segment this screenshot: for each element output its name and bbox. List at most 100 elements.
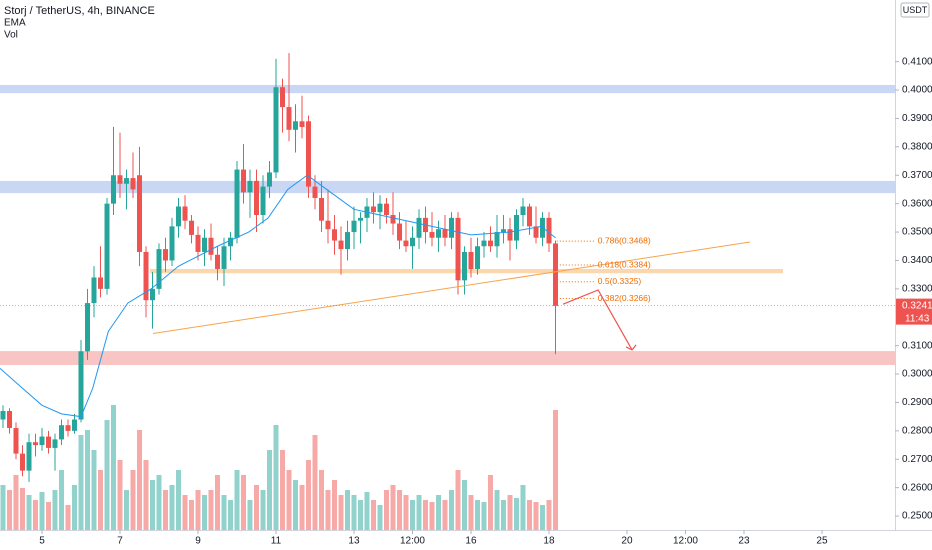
candle-body: [32, 442, 38, 446]
volume-bar: [195, 490, 201, 530]
volume-bar: [241, 475, 247, 530]
volume-bar: [514, 498, 520, 530]
candle-body: [442, 229, 448, 238]
candle-body: [468, 251, 474, 269]
volume-bar: [78, 435, 84, 530]
candle-body: [39, 436, 45, 446]
volume-bar: [370, 500, 376, 530]
volume-bar: [305, 460, 311, 530]
volume-bar: [221, 495, 227, 530]
volume-bar: [475, 500, 481, 530]
y-tick-label: 0.2800: [902, 426, 932, 437]
candle-body: [169, 226, 175, 261]
last-price-label: 0.3241: [902, 300, 932, 311]
candle-body: [409, 237, 415, 247]
volume-bar: [156, 475, 162, 530]
volume-bar: [468, 495, 474, 530]
volume-bar: [448, 490, 454, 530]
volume-bar: [500, 500, 506, 530]
candle-body: [280, 87, 286, 108]
volume-bar: [494, 490, 500, 530]
candle-body: [188, 220, 194, 235]
arrow-head: [625, 344, 637, 351]
volume-bar: [539, 505, 545, 530]
volume-bar: [403, 495, 409, 530]
volume-bar: [280, 450, 286, 530]
zone: [0, 84, 895, 94]
chart-title: Storj / TetherUS, 4h, BINANCE: [4, 5, 155, 17]
volume-bar: [143, 460, 149, 530]
volume-bar: [429, 502, 435, 530]
candle-body: [130, 178, 136, 190]
zone: [0, 180, 895, 194]
volume-bar: [416, 495, 422, 530]
volume-bar: [234, 470, 240, 530]
candle-body: [429, 232, 435, 238]
currency-box[interactable]: [900, 2, 930, 18]
volume-bar: [208, 490, 214, 530]
candle-body: [46, 436, 52, 448]
y-tick-label: 0.2600: [902, 482, 932, 493]
candle-body: [305, 121, 311, 187]
volume-bar: [383, 490, 389, 530]
volume-bar: [266, 450, 272, 530]
candle-body: [520, 206, 526, 216]
volume-bar: [481, 502, 487, 530]
x-tick-label: 13: [348, 536, 360, 547]
volume-bar: [98, 470, 104, 530]
plot-area: 0.786(0.3468) 0.618(0.3384) 0.5(0.3325) 0.3…: [0, 53, 895, 530]
y-tick-label: 0.3400: [902, 255, 932, 266]
volume-bar: [188, 500, 194, 530]
candle-body: [461, 251, 467, 281]
candle-body: [7, 410, 13, 429]
candle-body: [338, 240, 344, 250]
candle-body: [286, 107, 292, 130]
candle-body: [331, 229, 337, 241]
volume-bar: [397, 490, 403, 530]
x-tick-label: 12:00: [400, 536, 425, 547]
y-tick-label: 0.3800: [902, 141, 932, 152]
volume-bar: [461, 480, 467, 530]
volume-bar: [137, 430, 143, 530]
currency-label[interactable]: USDT: [903, 5, 928, 15]
volume-bar: [20, 488, 26, 530]
candle-body: [253, 180, 259, 216]
volume-bar: [546, 500, 552, 530]
candle-body: [481, 240, 487, 247]
y-tick-label: 0.2900: [902, 397, 932, 408]
projection-arrow: [562, 289, 633, 351]
y-tick-label: 0.3500: [902, 227, 932, 238]
candle-body: [344, 232, 350, 250]
volume-bar: [26, 495, 32, 530]
candle-body: [292, 121, 298, 130]
volume-bar: [351, 495, 357, 530]
indicator-label: EMA: [4, 18, 26, 29]
candle-body: [390, 215, 396, 224]
volume-bar: [39, 492, 45, 530]
countdown-label: 11:43: [905, 313, 930, 324]
volume-bar: [442, 500, 448, 530]
x-tick-label: 5: [39, 536, 45, 547]
volume-bar: [52, 490, 58, 530]
volume-bar: [202, 495, 208, 530]
volume-bar: [149, 480, 155, 530]
candle-body: [403, 240, 409, 247]
volume-bar: [325, 490, 331, 530]
candle-body: [319, 197, 325, 221]
candle-body: [546, 217, 552, 244]
volume-bar: [299, 485, 305, 530]
candle-body: [182, 206, 188, 221]
volume-bar: [273, 425, 279, 530]
volume-bar: [422, 500, 428, 530]
volume-bar: [0, 485, 6, 530]
candle-body: [358, 217, 364, 221]
volume-bar: [507, 495, 513, 530]
volume-bar: [319, 470, 325, 530]
candle-body: [312, 186, 318, 198]
candle-body: [143, 251, 149, 301]
volume-bar: [163, 490, 169, 530]
y-tick-label: 0.3700: [902, 170, 932, 181]
candle-body: [370, 206, 376, 213]
volume-bar: [455, 470, 461, 530]
